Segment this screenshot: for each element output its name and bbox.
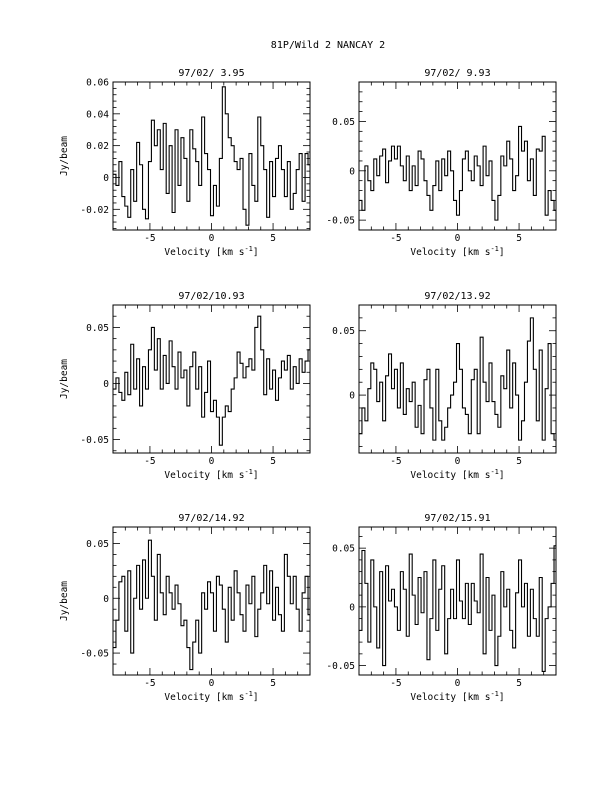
y-tick-label: 0.05: [332, 326, 355, 337]
x-axis-label: Velocity [km s-1]: [164, 245, 258, 258]
spectrum-trace: [113, 315, 310, 446]
y-tick-label: 0.05: [332, 544, 355, 555]
x-tick-label: -5: [390, 678, 401, 689]
x-tick-label: -5: [390, 233, 401, 244]
y-tick-label: 0.05: [86, 323, 109, 334]
y-tick-label: 0.04: [86, 109, 109, 120]
plot-frame: [358, 81, 557, 231]
x-tick-label: 0: [455, 456, 461, 467]
spectrum-trace: [359, 545, 556, 673]
panel-title: 97/02/13.92: [424, 291, 490, 302]
x-tick-label: 5: [270, 456, 276, 467]
spectrum-trace: [113, 86, 310, 226]
panel-title: 97/02/15.91: [424, 513, 490, 524]
y-tick-label: 0: [349, 602, 355, 613]
x-tick-label: -5: [390, 456, 401, 467]
y-tick-label: -0.05: [326, 216, 355, 227]
y-tick-label: 0: [103, 173, 109, 184]
panel-title: 97/02/14.92: [178, 513, 244, 524]
y-tick-label: 0: [349, 166, 355, 177]
spectrum-panel-2: -5 0 5 -0.05 0 0.05 97/02/ 9.93 Velocity [km s-…: [326, 68, 557, 258]
x-axis-label: Velocity [km s-1]: [410, 690, 504, 703]
spectrum-panel-5: -5 0 5 -0.05 0 0.05 97/02/14.92 Velocity [km s-…: [59, 513, 311, 703]
spectrum-trace: [359, 125, 556, 221]
x-tick-label: 5: [516, 678, 522, 689]
x-tick-label: -5: [144, 233, 155, 244]
y-axis-label: Jy/beam: [59, 136, 70, 176]
spectrum-panel-6: -5 0 5 -0.05 0 0.05 97/02/15.91 Velocity [km s-…: [326, 513, 557, 703]
y-tick-label: 0: [349, 391, 355, 402]
spectrum-trace: [113, 539, 310, 671]
panel-title: 97/02/10.93: [178, 291, 244, 302]
x-axis-label: Velocity [km s-1]: [164, 690, 258, 703]
spectrum-trace: [359, 317, 556, 441]
x-tick-label: 5: [516, 456, 522, 467]
spectrum-panel-4: -5 0 5 0 0.05 97/02/13.92 Velocity [km s-1]: [332, 291, 557, 481]
x-tick-label: 5: [516, 233, 522, 244]
x-tick-label: 0: [455, 233, 461, 244]
x-axis-label: Velocity [km s-1]: [410, 468, 504, 481]
y-tick-label: 0: [103, 379, 109, 390]
figure-title: 81P/Wild 2 NANCAY 2: [271, 40, 385, 51]
spectrum-panel-3: -5 0 5 -0.05 0 0.05 97/02/10.93 Velocity [km s-…: [59, 291, 311, 481]
x-axis-label: Velocity [km s-1]: [164, 468, 258, 481]
x-axis-label: Velocity [km s-1]: [410, 245, 504, 258]
spectrum-panel-1: -5 0 5 -0.02 0 0.02 0.04 0.06 97/02/ 3.95 Velocit…: [59, 68, 311, 258]
y-tick-label: -0.05: [80, 435, 109, 446]
x-tick-label: -5: [144, 456, 155, 467]
y-tick-label: -0.05: [80, 649, 109, 660]
x-tick-label: 5: [270, 233, 276, 244]
panel-title: 97/02/ 9.93: [424, 68, 490, 79]
y-tick-label: 0.05: [332, 117, 355, 128]
y-tick-label: -0.02: [80, 205, 109, 216]
y-tick-label: 0.06: [86, 78, 109, 89]
y-axis-label: Jy/beam: [59, 359, 70, 399]
x-tick-label: 5: [270, 678, 276, 689]
y-tick-label: 0.02: [86, 141, 109, 152]
x-tick-label: 0: [209, 233, 215, 244]
y-tick-label: -0.05: [326, 661, 355, 672]
x-tick-label: -5: [144, 678, 155, 689]
y-tick-label: 0.05: [86, 539, 109, 550]
panel-title: 97/02/ 3.95: [178, 68, 244, 79]
plot-frame: [358, 304, 557, 454]
x-tick-label: 0: [209, 456, 215, 467]
x-tick-label: 0: [455, 678, 461, 689]
y-axis-label: Jy/beam: [59, 581, 70, 621]
y-tick-label: 0: [103, 594, 109, 605]
x-tick-label: 0: [209, 678, 215, 689]
